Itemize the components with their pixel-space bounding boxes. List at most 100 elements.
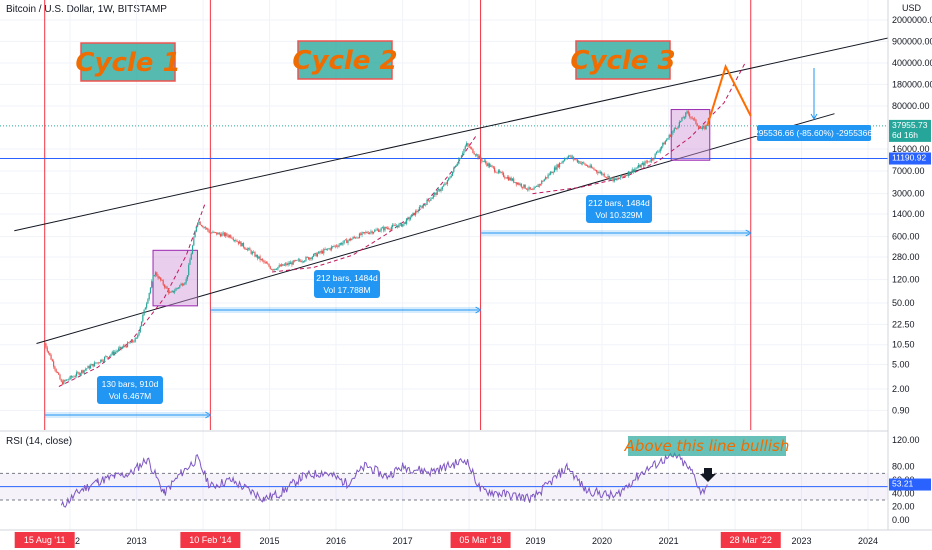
price-tick-label: 2.00 [892, 384, 910, 394]
candle-body [59, 374, 61, 380]
candle-body [548, 174, 550, 176]
projection-measure-arrow [810, 113, 818, 120]
candle-body [50, 354, 52, 360]
candle-body [604, 176, 607, 178]
candle-body [534, 186, 536, 188]
candle-body [272, 269, 274, 271]
time-tick-label: 2015 [260, 536, 280, 546]
candle-body [179, 285, 181, 288]
candle-body [694, 118, 696, 120]
candle-body [687, 111, 689, 114]
candle-body [161, 280, 163, 281]
candle-body [323, 249, 325, 254]
candle-body [490, 165, 492, 167]
candle-body [487, 163, 489, 166]
candle-body [574, 159, 576, 161]
candle-body [198, 221, 200, 223]
candle-body [348, 238, 350, 241]
candle-body [370, 231, 372, 233]
candle-body [283, 264, 285, 266]
candle-body [544, 177, 547, 180]
candle-body [695, 119, 697, 124]
candle-body [567, 156, 570, 158]
candle-body [529, 187, 531, 190]
candle-body [501, 172, 503, 174]
candle-body [316, 253, 319, 257]
candle-body [509, 177, 511, 181]
candle-body [185, 279, 187, 283]
candle-body [455, 165, 457, 167]
candle-body [254, 252, 256, 257]
candle-body [137, 335, 139, 338]
channel-lower-line [36, 113, 835, 344]
candle-body [157, 276, 159, 279]
candle-body [497, 170, 500, 173]
candle-body [400, 223, 403, 227]
price-tick-label: 280.00 [892, 252, 920, 262]
candle-body [107, 357, 110, 358]
candle-body [223, 232, 225, 236]
candle-body [153, 275, 155, 277]
rsi-value-tag-text: 53.21 [892, 479, 914, 489]
candle-body [463, 148, 465, 153]
candle-body [593, 168, 595, 170]
candle-body [543, 179, 545, 182]
candle-body [631, 169, 633, 173]
candle-body [148, 292, 150, 300]
candle-body [692, 118, 694, 120]
candle-body [407, 217, 409, 219]
price-tick-label: 400000.00 [892, 58, 932, 68]
candle-body [426, 199, 428, 205]
candle-body [140, 321, 143, 327]
candle-body [133, 341, 135, 343]
candle-body [195, 226, 197, 232]
candle-body [138, 332, 140, 336]
candle-body [581, 162, 584, 164]
candle-body [180, 283, 182, 286]
candle-body [570, 155, 572, 158]
candle-body [685, 112, 687, 118]
price-tick-label: 120.00 [892, 275, 920, 285]
main-annotations: Cycle 1 Cycle 2 Cycle 3 130 bars, 910d Vol 6… [75, 40, 877, 404]
candle-body [483, 160, 485, 162]
candle-body [583, 162, 585, 164]
candle-body [240, 241, 242, 247]
candle-body [657, 151, 659, 153]
price-tick-label: 50.00 [892, 298, 915, 308]
candle-body [327, 248, 329, 250]
candle-body [73, 376, 75, 378]
price-axis[interactable]: 0.90 2.00 5.00 10.50 22.50 50.00 120.00 280.00 6… [892, 15, 932, 415]
candle-body [263, 260, 265, 263]
candle-body [408, 217, 410, 220]
candle-body [233, 240, 236, 241]
candle-body [467, 143, 469, 146]
time-tick-label: 2016 [326, 536, 346, 546]
candle-body [649, 161, 651, 163]
candle-body [149, 287, 152, 293]
rsi-note: Above this line bullish [624, 437, 790, 455]
candle-body [446, 180, 449, 185]
candle-body [539, 183, 542, 185]
candle-body [546, 177, 548, 178]
candle-body [237, 241, 240, 244]
candle-body [700, 127, 702, 129]
time-tick-label: 2023 [792, 536, 812, 546]
projection-measure-label: -295536.66 (-85.60%) -29553666 [751, 128, 877, 138]
candle-body [328, 248, 330, 250]
candle-body [324, 249, 326, 251]
candle-body [213, 231, 215, 233]
candle-body [417, 210, 419, 212]
candle-body [527, 189, 529, 191]
candle-body [560, 163, 562, 164]
candle-body [660, 146, 663, 149]
candle-body [344, 239, 347, 241]
candle-body [502, 172, 505, 177]
candle-body [156, 272, 158, 277]
candle-body [504, 176, 506, 178]
candle-body [471, 147, 473, 149]
candle-body [84, 369, 87, 371]
candle-body [58, 372, 60, 375]
candle-body [505, 177, 507, 179]
candle-body [381, 227, 384, 229]
